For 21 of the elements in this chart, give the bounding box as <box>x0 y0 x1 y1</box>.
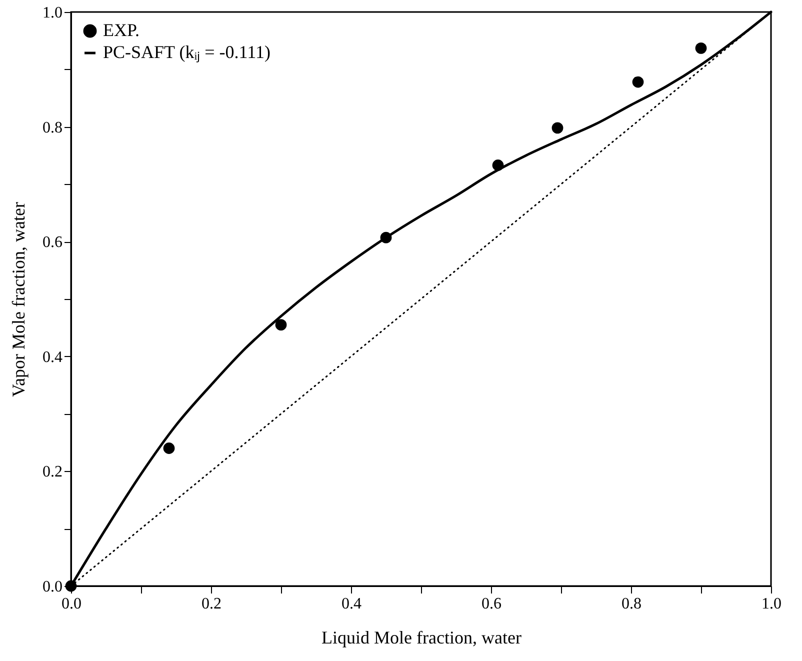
y-axis-title: Vapor Mole fraction, water <box>8 202 28 397</box>
x-tick-label: 0.0 <box>62 596 82 612</box>
y-tick-label: 0.6 <box>42 234 62 252</box>
x-tick-label: 0.8 <box>622 596 642 612</box>
x-tick-label: 1.0 <box>762 596 782 612</box>
point <box>163 442 175 454</box>
x-tick-label: 0.2 <box>202 596 222 612</box>
legend-label: PC-SAFT (kᵢⱼ = -0.111) <box>103 42 270 63</box>
y-tick-label: 1.0 <box>42 4 62 22</box>
x-axis-title: Liquid Mole fraction, water <box>322 628 522 648</box>
point <box>552 122 564 134</box>
point <box>632 76 644 88</box>
y-tick-label: 0.4 <box>42 348 62 366</box>
y-tick-label: 0.2 <box>42 464 62 481</box>
y-tick-label: 0.8 <box>42 119 62 136</box>
y-tick-label: 0.0 <box>42 578 62 596</box>
x-tick-label: 0.6 <box>482 596 502 612</box>
point <box>275 319 287 331</box>
point <box>695 42 707 54</box>
legend-label: EXP. <box>103 20 140 40</box>
x-tick-label: 0.4 <box>342 596 362 612</box>
